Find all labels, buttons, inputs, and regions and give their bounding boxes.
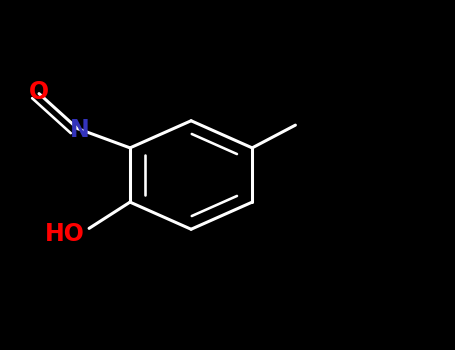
Text: N: N (70, 118, 90, 142)
Text: O: O (29, 80, 49, 104)
Text: HO: HO (45, 222, 85, 246)
